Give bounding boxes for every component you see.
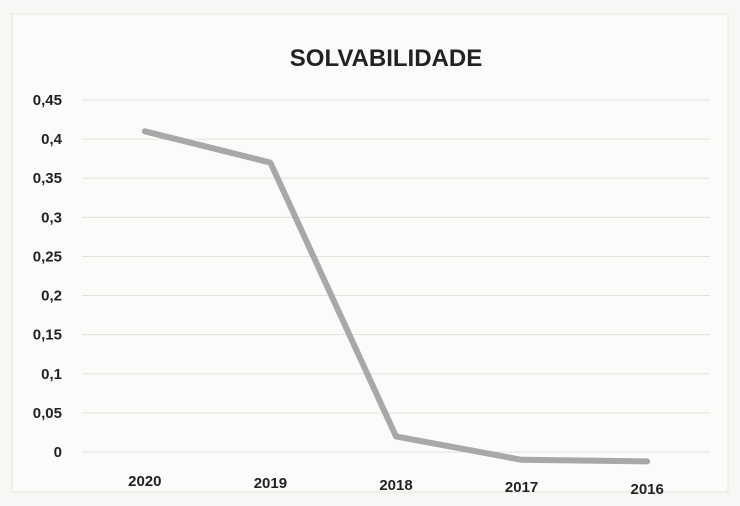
y-tick-label: 0,3 xyxy=(41,209,62,226)
x-tick-label: 2020 xyxy=(128,473,161,490)
y-tick-label: 0 xyxy=(54,444,62,461)
y-tick-label: 0,1 xyxy=(41,366,62,383)
y-tick-label: 0,45 xyxy=(33,92,62,109)
data-point xyxy=(142,129,147,134)
chart-title: SOLVABILIDADE xyxy=(290,45,482,72)
x-tick-label: 2017 xyxy=(505,479,538,496)
x-tick-label: 2016 xyxy=(631,481,664,498)
y-tick-label: 0,4 xyxy=(41,131,63,148)
y-tick-label: 0,25 xyxy=(33,248,62,265)
x-axis-ticks: 2020 2019 2018 2017 2016 xyxy=(128,473,664,498)
y-axis-ticks: 0 0,05 0,1 0,15 0,2 0,25 0,3 0,35 0,4 0,45 xyxy=(33,92,63,461)
data-point xyxy=(645,459,650,464)
data-point xyxy=(394,434,398,439)
x-tick-label: 2018 xyxy=(379,477,412,494)
chart-area-border xyxy=(11,13,729,493)
data-point xyxy=(268,160,273,165)
x-tick-label: 2019 xyxy=(254,475,287,492)
y-tick-label: 0,35 xyxy=(33,170,62,187)
y-tick-label: 0,05 xyxy=(33,405,62,422)
gridlines xyxy=(82,99,710,453)
y-tick-label: 0,15 xyxy=(33,327,62,344)
y-tick-label: 0,2 xyxy=(41,288,62,305)
series-layer xyxy=(141,128,651,465)
data-point xyxy=(519,457,524,462)
